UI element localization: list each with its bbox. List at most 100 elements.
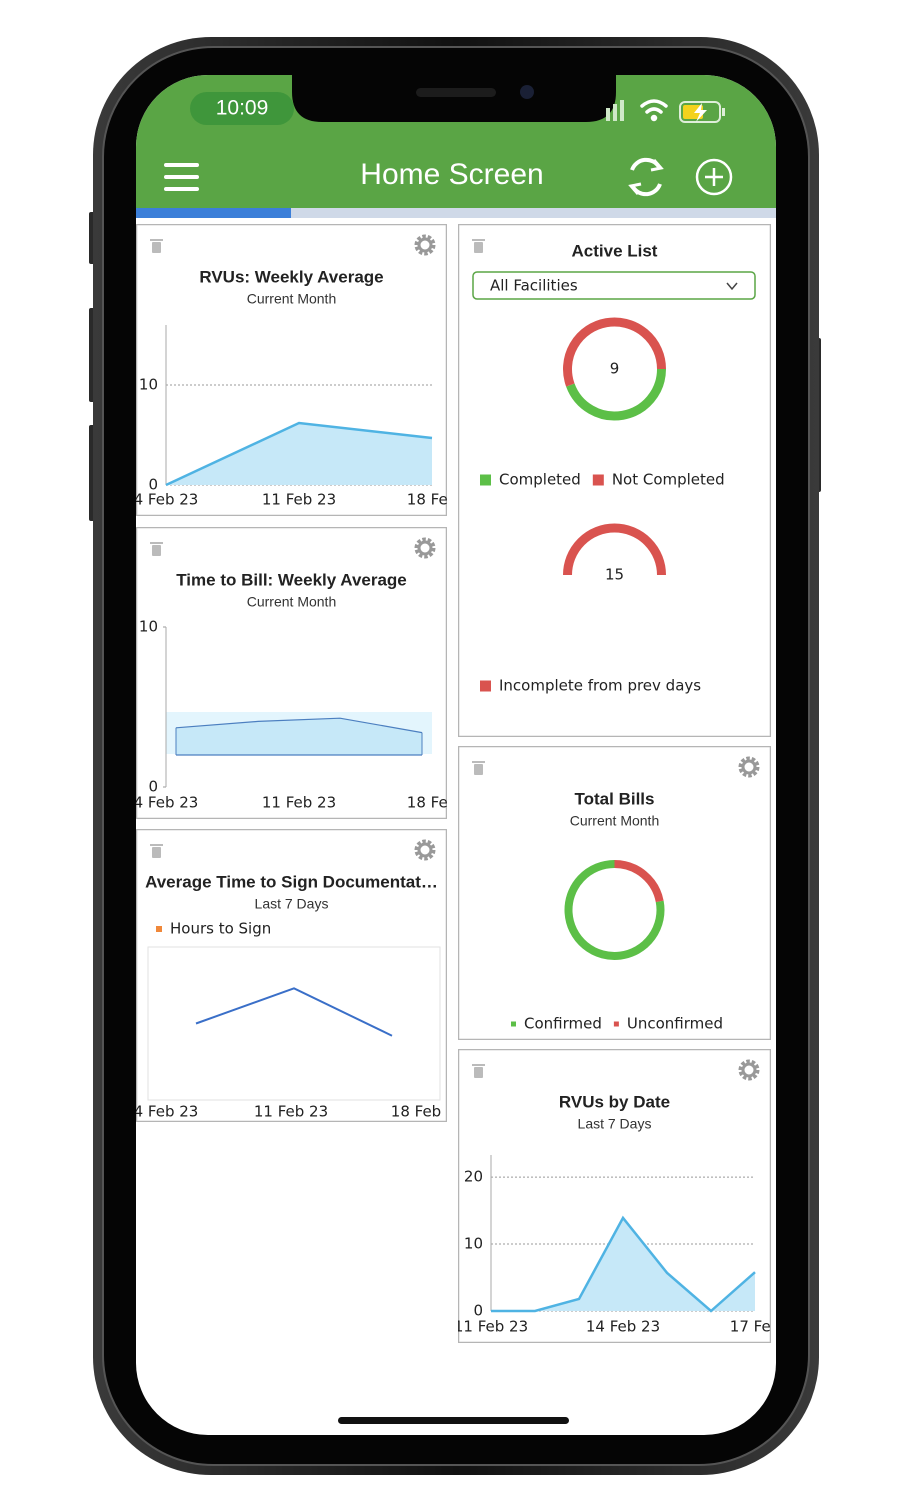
trash-lid bbox=[150, 239, 163, 241]
widget-title: Average Time to Sign Documentat… bbox=[145, 872, 438, 891]
widget-subtitle: Last 7 Days bbox=[578, 1116, 652, 1132]
legend-label: Unconfirmed bbox=[627, 1015, 723, 1033]
widget-title: RVUs by Date bbox=[559, 1092, 670, 1111]
trash-can bbox=[474, 242, 483, 253]
trash-lid bbox=[472, 1064, 485, 1066]
x-tick-label: 4 Feb 23 bbox=[134, 491, 199, 509]
widget-subtitle: Current Month bbox=[570, 813, 659, 829]
x-tick-label: 11 Feb 23 bbox=[454, 1318, 528, 1336]
widget: RVUs: Weekly Average Current Month 0 10 4 Fe… bbox=[134, 224, 457, 516]
legend-label: Confirmed bbox=[524, 1015, 602, 1033]
y-tick-label: 0 bbox=[148, 778, 158, 796]
trash-can bbox=[152, 545, 161, 556]
settings-button[interactable] bbox=[414, 234, 436, 256]
donut-slice bbox=[563, 317, 666, 387]
x-tick-label: 11 Feb 23 bbox=[262, 794, 336, 812]
widget: Total Bills Current Month Confirmed Unconfi… bbox=[458, 746, 771, 1040]
trash-can bbox=[474, 1067, 483, 1078]
legend-label: Not Completed bbox=[612, 471, 725, 489]
charging-bolt bbox=[694, 103, 707, 122]
select-box bbox=[472, 271, 756, 300]
y-tick-label: 0 bbox=[148, 476, 158, 494]
legend-swatch bbox=[613, 1021, 619, 1027]
x-tick-label: 11 Feb 23 bbox=[254, 1103, 328, 1121]
battery-icon bbox=[679, 101, 721, 123]
widget-card bbox=[136, 527, 447, 819]
header-title: Home Screen bbox=[360, 158, 543, 191]
widget-title: Active List bbox=[572, 241, 658, 260]
home-indicator bbox=[338, 1417, 569, 1424]
gear bbox=[738, 1059, 760, 1081]
menu-button[interactable] bbox=[164, 163, 199, 191]
widget-title: RVUs: Weekly Average bbox=[199, 267, 383, 286]
delete-button[interactable] bbox=[472, 761, 485, 775]
widget-subtitle: Last 7 Days bbox=[255, 896, 329, 912]
widget: RVUs by Date Last 7 Days 0 10 20 11 Feb 23 14 … bbox=[454, 1049, 780, 1343]
area-fill bbox=[491, 1217, 755, 1311]
legend-label: Incomplete from prev days bbox=[499, 677, 701, 695]
battery-tip bbox=[722, 108, 725, 116]
camera bbox=[520, 85, 534, 99]
gear-body bbox=[417, 237, 433, 253]
widget-title: Time to Bill: Weekly Average bbox=[176, 570, 407, 589]
settings-button[interactable] bbox=[738, 1059, 760, 1081]
legend-swatch bbox=[511, 1021, 516, 1027]
progress-fill bbox=[136, 208, 291, 218]
gear bbox=[414, 839, 436, 861]
range-fill bbox=[176, 718, 422, 755]
gear bbox=[414, 234, 436, 256]
gauge-value: 15 bbox=[605, 566, 624, 584]
donut-center: 9 bbox=[610, 360, 620, 378]
refresh-button[interactable] bbox=[628, 157, 664, 197]
x-tick-label: 18 Feb bbox=[407, 491, 457, 509]
gear-body bbox=[417, 842, 433, 858]
settings-button[interactable] bbox=[738, 756, 760, 778]
gear-body bbox=[741, 1062, 757, 1078]
widget-card bbox=[458, 224, 771, 737]
status-time: 10:09 bbox=[216, 97, 269, 120]
donut-slice bbox=[566, 368, 666, 421]
delete-button[interactable] bbox=[150, 542, 163, 556]
widget-subtitle: Current Month bbox=[247, 594, 336, 610]
facility-select[interactable]: All Facilities bbox=[472, 271, 756, 300]
trash-lid bbox=[150, 844, 163, 846]
trash-can bbox=[152, 847, 161, 858]
trash-can bbox=[474, 764, 483, 775]
settings-button[interactable] bbox=[414, 839, 436, 861]
x-tick-label: 4 Feb 23 bbox=[134, 1103, 199, 1121]
widgets: RVUs: Weekly Average Current Month 0 10 4 Fe… bbox=[134, 224, 780, 1343]
legend-swatch bbox=[156, 926, 162, 932]
wifi-icon bbox=[640, 99, 668, 122]
delete-button[interactable] bbox=[150, 239, 163, 253]
delete-button[interactable] bbox=[472, 1064, 485, 1078]
widget: Active List All Facilities 9 Completed Not C… bbox=[458, 224, 771, 737]
delete-button[interactable] bbox=[472, 239, 485, 253]
series-line bbox=[195, 987, 393, 1037]
select-chevron bbox=[726, 282, 738, 291]
widget: Average Time to Sign Documentat… Last 7 D… bbox=[134, 829, 447, 1122]
notch bbox=[292, 75, 616, 122]
x-tick-label: 17 Feb bbox=[730, 1318, 780, 1336]
y-tick-label: 20 bbox=[464, 1168, 483, 1186]
select-value: All Facilities bbox=[490, 277, 578, 295]
widget-title: Total Bills bbox=[575, 789, 655, 808]
gauge-arc bbox=[563, 523, 666, 576]
delete-button[interactable] bbox=[150, 844, 163, 858]
widget-card bbox=[136, 829, 447, 1122]
gear bbox=[738, 756, 760, 778]
settings-button[interactable] bbox=[414, 537, 436, 559]
trash-can bbox=[152, 242, 161, 253]
speaker bbox=[416, 88, 496, 97]
gear bbox=[414, 537, 436, 559]
area-line bbox=[165, 421, 433, 487]
add-button[interactable] bbox=[695, 158, 733, 196]
y-tick-label: 10 bbox=[464, 1235, 483, 1253]
x-tick-label: 14 Feb 23 bbox=[586, 1318, 660, 1336]
range-high-line bbox=[175, 717, 423, 734]
donut-slice bbox=[564, 860, 665, 960]
x-tick-label: 18 Feb bbox=[407, 794, 457, 812]
gear-body bbox=[741, 759, 757, 775]
y-tick-label: 0 bbox=[473, 1302, 483, 1320]
plot-frame bbox=[147, 946, 441, 1101]
